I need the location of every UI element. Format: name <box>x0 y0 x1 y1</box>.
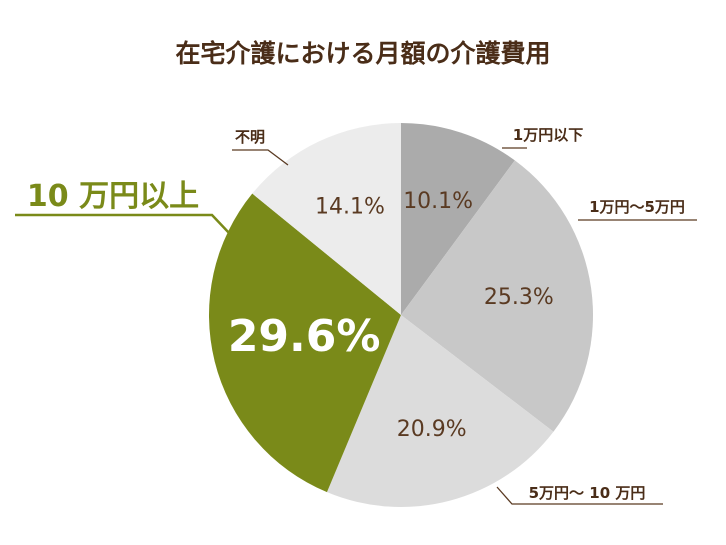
slice-category-label-3: 5万円～ 10 万円 <box>529 484 646 502</box>
slice-category-label-4: 10 万円以上 <box>27 179 199 214</box>
slice-value-label-1: 10.1% <box>403 189 473 214</box>
pie-slice-3 <box>326 315 554 507</box>
callout-line-3 <box>496 486 663 505</box>
slice-category-label-1: 1万円以下 <box>513 126 583 144</box>
slice-category-label-2: 1万円～5万円 <box>589 198 685 216</box>
chart-title: 在宅介護における月額の介護費用 <box>175 39 550 68</box>
pie-value-labels: 10.1% 25.3% 20.9% 29.6% 14.1% <box>228 189 554 442</box>
callout-line-5 <box>232 149 289 166</box>
pie-callouts: 1万円以下 1万円～5万円 5万円～ 10 万円 10 万円以上 不明 <box>15 126 697 505</box>
slice-value-label-2: 25.3% <box>484 285 554 310</box>
slice-value-label-3: 20.9% <box>397 417 467 442</box>
slice-value-label-5: 14.1% <box>315 194 385 219</box>
pie-slice-4 <box>208 193 401 493</box>
callout-line-4 <box>15 213 231 235</box>
pie-slice-1 <box>401 123 515 315</box>
pie-slice-5 <box>252 123 401 315</box>
slice-category-label-5: 不明 <box>235 128 265 146</box>
pie-slice-2 <box>401 160 594 432</box>
slice-value-label-4: 29.6% <box>228 311 381 362</box>
pie-slices <box>208 123 594 507</box>
